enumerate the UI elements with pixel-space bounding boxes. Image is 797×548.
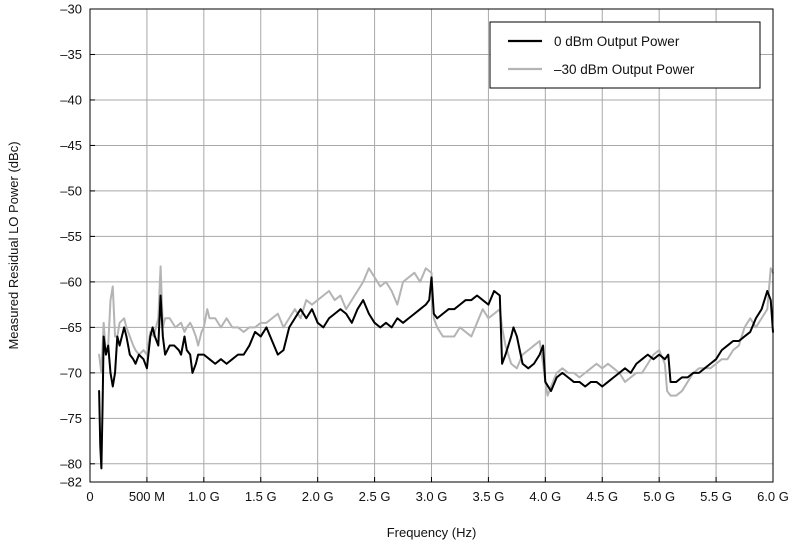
y-tick-label: –35 [60, 47, 82, 62]
legend-label-minus30dbm: –30 dBm Output Power [554, 62, 695, 77]
x-tick-label: 2.5 G [359, 489, 391, 504]
series-line-minus30dbm [98, 265, 774, 397]
y-tick-label: –75 [60, 411, 82, 426]
x-axis-title: Frequency (Hz) [387, 525, 477, 540]
x-tick-label: 3.5 G [473, 489, 505, 504]
y-tick-label: –82 [60, 475, 82, 490]
x-tick-label: 3.0 G [416, 489, 448, 504]
x-tick-label: 0 [86, 489, 93, 504]
y-tick-label: –45 [60, 138, 82, 153]
x-tick-label: 500 M [129, 489, 165, 504]
y-tick-label: –70 [60, 365, 82, 380]
x-tick-label: 4.5 G [586, 489, 618, 504]
tick-layer: 0 500 M 1.0 G 1.5 G 2.0 G 2.5 G 3.0 G 3.5 G 4.0 … [60, 2, 789, 505]
y-tick-label: –80 [60, 456, 82, 471]
x-tick-label: 2.0 G [302, 489, 334, 504]
legend-label-0dbm: 0 dBm Output Power [554, 34, 680, 49]
y-tick-label: –65 [60, 320, 82, 335]
series-layer [98, 265, 774, 470]
series-line-0dbm [98, 276, 774, 470]
y-tick-label: –30 [60, 2, 82, 17]
y-tick-label: –60 [60, 274, 82, 289]
y-tick-label: –55 [60, 229, 82, 244]
legend: 0 dBm Output Power –30 dBm Output Power [489, 21, 761, 89]
x-tick-label: 5.5 G [700, 489, 732, 504]
y-axis-title: Measured Residual LO Power (dBc) [6, 141, 21, 349]
x-tick-label: 6.0 G [757, 489, 789, 504]
y-tick-label: –50 [60, 183, 82, 198]
x-tick-label: 1.0 G [188, 489, 220, 504]
legend-box [489, 21, 761, 89]
x-tick-label: 5.0 G [643, 489, 675, 504]
y-tick-label: –40 [60, 92, 82, 107]
x-tick-label: 4.0 G [529, 489, 561, 504]
x-tick-label: 1.5 G [245, 489, 277, 504]
